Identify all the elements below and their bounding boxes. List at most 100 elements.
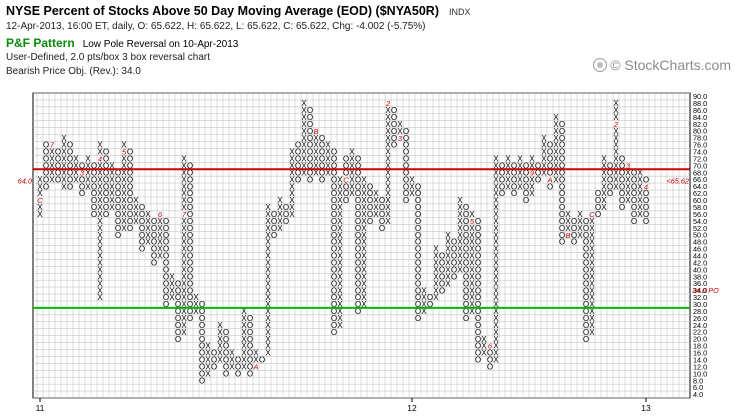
- o-mark: O: [355, 161, 361, 170]
- o-mark: O: [175, 321, 181, 330]
- o-mark: O: [415, 259, 421, 268]
- x-mark: X: [493, 217, 499, 226]
- o-mark: O: [307, 106, 313, 115]
- o-mark: O: [187, 196, 193, 205]
- x-mark: X: [241, 328, 247, 337]
- x-mark: X: [613, 127, 619, 136]
- x-mark: X: [589, 279, 595, 288]
- o-mark: O: [187, 217, 193, 226]
- o-mark: O: [331, 231, 337, 240]
- x-mark: X: [337, 307, 343, 316]
- o-mark: O: [511, 168, 517, 177]
- x-mark: X: [565, 210, 571, 219]
- o-mark: O: [475, 238, 481, 247]
- o-mark: O: [223, 335, 229, 344]
- o-mark: O: [199, 335, 205, 344]
- o-mark: O: [127, 148, 133, 157]
- y-tick-label: 70.0: [693, 161, 707, 170]
- x-mark: X: [349, 182, 355, 191]
- o-mark: O: [367, 203, 373, 212]
- o-mark: O: [559, 189, 565, 198]
- x-mark: X: [109, 203, 115, 212]
- x-mark: X: [313, 155, 319, 164]
- x-mark: X: [493, 265, 499, 274]
- o-mark: O: [475, 259, 481, 268]
- o-mark: O: [307, 168, 313, 177]
- o-mark: O: [427, 293, 433, 302]
- o-mark: O: [415, 224, 421, 233]
- x-mark: X: [433, 265, 439, 274]
- x-mark: X: [361, 175, 367, 184]
- o-mark: O: [43, 148, 49, 157]
- x-mark: X: [613, 182, 619, 191]
- o-mark: O: [259, 356, 265, 365]
- x-mark: X: [181, 259, 187, 268]
- x-mark: X: [457, 245, 463, 254]
- o-mark: O: [103, 189, 109, 198]
- x-mark: X: [181, 245, 187, 254]
- x-mark: X: [181, 196, 187, 205]
- y-tick-label: 20.0: [693, 335, 707, 344]
- x-mark: X: [385, 175, 391, 184]
- x-mark: X: [493, 307, 499, 316]
- x-mark: X: [529, 155, 535, 164]
- x-mark: X: [73, 175, 79, 184]
- x-mark: X: [433, 293, 439, 302]
- o-mark: O: [331, 259, 337, 268]
- x-mark: X: [589, 259, 595, 268]
- month-marker: 7: [50, 141, 55, 150]
- x-mark: X: [241, 335, 247, 344]
- x-mark: X: [97, 279, 103, 288]
- x-mark: X: [169, 279, 175, 288]
- y-tick-label: 32.0: [693, 293, 707, 302]
- o-mark: O: [547, 148, 553, 157]
- month-marker: A: [252, 363, 258, 372]
- x-mark: X: [49, 175, 55, 184]
- o-mark: O: [499, 182, 505, 191]
- o-mark: O: [583, 238, 589, 247]
- x-mark: X: [133, 210, 139, 219]
- x-mark: X: [493, 155, 499, 164]
- y-tick-label: 44.0: [693, 251, 707, 260]
- x-mark: X: [97, 259, 103, 268]
- x-mark: X: [241, 314, 247, 323]
- x-mark: X: [85, 168, 91, 177]
- x-mark: X: [349, 155, 355, 164]
- y-tick-label: 82.0: [693, 120, 707, 129]
- o-mark: O: [223, 328, 229, 337]
- o-mark: O: [403, 175, 409, 184]
- x-mark: X: [601, 196, 607, 205]
- x-mark: X: [121, 155, 127, 164]
- o-mark: O: [619, 196, 625, 205]
- x-mark: X: [241, 307, 247, 316]
- o-mark: O: [487, 363, 493, 372]
- x-mark: X: [205, 342, 211, 351]
- x-mark: X: [373, 196, 379, 205]
- x-mark: X: [169, 272, 175, 281]
- o-mark: O: [391, 113, 397, 122]
- month-marker: 3: [80, 168, 85, 177]
- o-mark: O: [463, 265, 469, 274]
- o-mark: O: [247, 314, 253, 323]
- o-mark: O: [163, 231, 169, 240]
- x-mark: X: [277, 217, 283, 226]
- x-mark: X: [493, 252, 499, 261]
- x-mark: X: [505, 161, 511, 170]
- o-mark: O: [103, 196, 109, 205]
- o-mark: O: [307, 155, 313, 164]
- o-mark: O: [355, 293, 361, 302]
- o-mark: O: [535, 175, 541, 184]
- y-tick-label: 84.0: [693, 113, 707, 122]
- o-mark: O: [127, 161, 133, 170]
- o-mark: O: [463, 286, 469, 295]
- y-tick-label: 80.0: [693, 127, 707, 136]
- x-mark: X: [109, 168, 115, 177]
- o-mark: O: [607, 168, 613, 177]
- y-tick-label: 60.0: [693, 196, 707, 205]
- x-mark: X: [385, 168, 391, 177]
- x-mark: X: [385, 120, 391, 129]
- x-mark: X: [421, 300, 427, 309]
- o-mark: O: [355, 217, 361, 226]
- o-mark: O: [607, 182, 613, 191]
